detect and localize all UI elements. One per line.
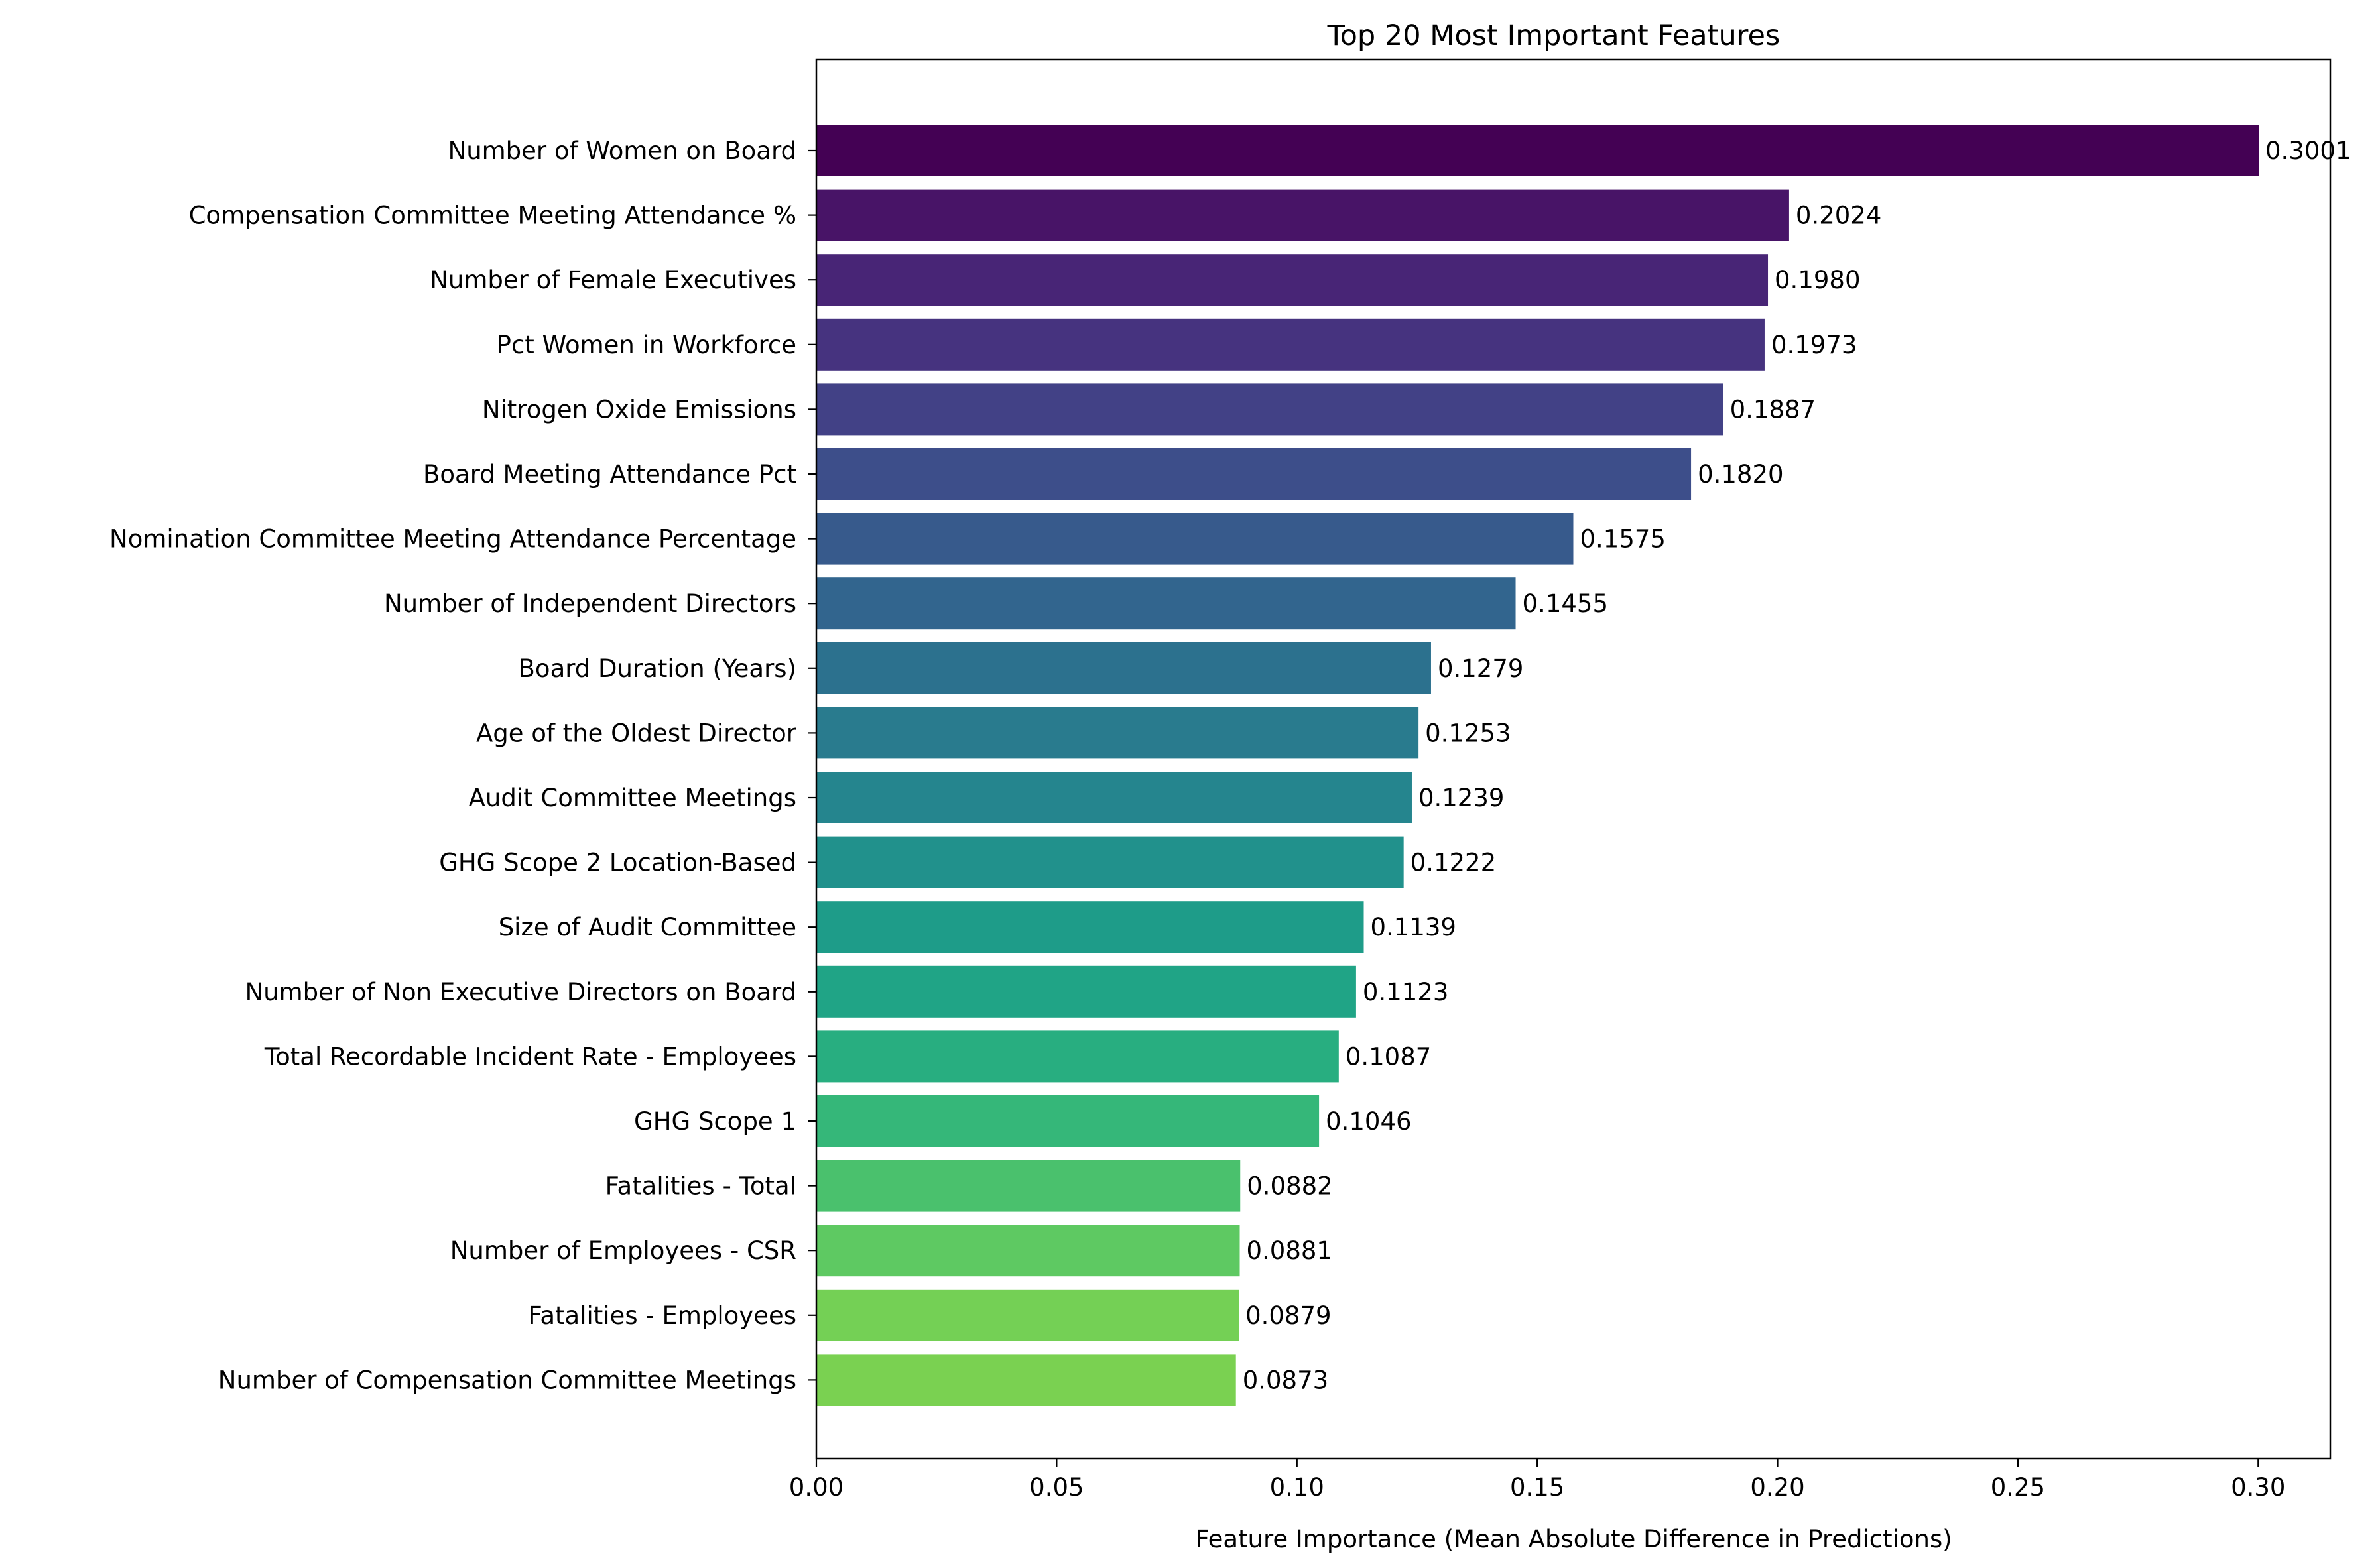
bar: [816, 901, 1364, 953]
bar: [816, 513, 1574, 565]
data-label: 0.1973: [1771, 331, 1857, 359]
y-tick-label: Number of Women on Board: [448, 137, 796, 165]
x-tick-label: 0.20: [1750, 1473, 1804, 1502]
data-label: 0.1222: [1410, 849, 1496, 877]
data-label: 0.1820: [1698, 460, 1783, 489]
y-tick-label: Number of Independent Directors: [384, 589, 796, 618]
bar: [816, 1354, 1236, 1406]
x-tick-label: 0.05: [1029, 1473, 1084, 1502]
y-tick-label: GHG Scope 1: [634, 1107, 796, 1136]
data-label: 0.1980: [1775, 266, 1860, 294]
bar: [816, 125, 2259, 176]
data-label: 0.1046: [1326, 1107, 1411, 1136]
x-tick-label: 0.15: [1510, 1473, 1564, 1502]
y-tick-label: Fatalities - Total: [605, 1172, 796, 1201]
y-tick-label: Size of Audit Committee: [499, 913, 796, 941]
bar: [816, 965, 1356, 1018]
bar: [816, 772, 1412, 823]
y-tick-label: Fatalities - Employees: [528, 1301, 796, 1330]
y-tick-label: Audit Committee Meetings: [469, 784, 796, 812]
data-label: 0.1123: [1363, 978, 1448, 1006]
y-tick-label: Nomination Committee Meeting Attendance …: [109, 525, 796, 554]
data-label: 0.1575: [1580, 525, 1666, 554]
y-tick-label: Board Meeting Attendance Pct: [423, 460, 796, 489]
bar: [816, 1225, 1240, 1277]
y-tick-label: Board Duration (Years): [519, 654, 796, 683]
y-tick-label: Pct Women in Workforce: [497, 331, 796, 359]
y-tick-label: Compensation Committee Meeting Attendanc…: [189, 202, 796, 230]
bar: [816, 383, 1723, 436]
data-label: 0.3001: [2265, 137, 2351, 165]
data-label: 0.0882: [1247, 1172, 1332, 1201]
data-label: 0.1455: [1523, 589, 1608, 618]
bar: [816, 707, 1419, 759]
y-tick-label: GHG Scope 2 Location-Based: [439, 849, 796, 877]
y-tick-label: Number of Compensation Committee Meeting…: [218, 1366, 796, 1394]
bar: [816, 1289, 1239, 1341]
y-tick-label: Number of Non Executive Directors on Boa…: [245, 978, 796, 1006]
data-label: 0.0873: [1243, 1366, 1328, 1394]
data-label: 0.1239: [1418, 784, 1504, 812]
bar: [816, 1030, 1339, 1083]
x-axis: 0.00 0.05 0.10 0.15 0.20 0.25 0.30: [789, 1459, 2285, 1502]
data-label: 0.1087: [1346, 1042, 1431, 1071]
axes-frame: [815, 58, 2332, 1460]
y-tick-label: Nitrogen Oxide Emissions: [482, 395, 796, 424]
chart-title: Top 20 Most Important Features: [1327, 19, 1781, 52]
x-tick-label: 0.00: [789, 1473, 844, 1502]
bar: [816, 642, 1431, 694]
data-label: 0.0879: [1245, 1301, 1331, 1330]
y-axis: Number of Women on Board Compensation Com…: [109, 137, 816, 1394]
x-tick-label: 0.10: [1270, 1473, 1324, 1502]
bar: [816, 1160, 1241, 1212]
x-tick-label: 0.30: [2231, 1473, 2285, 1502]
bar: [816, 836, 1404, 888]
y-tick-label: Number of Employees - CSR: [450, 1236, 796, 1265]
bar: [816, 448, 1692, 500]
y-tick-label: Number of Female Executives: [430, 266, 796, 294]
data-label: 0.1253: [1425, 719, 1511, 747]
y-tick-label: Total Recordable Incident Rate - Employe…: [264, 1042, 796, 1071]
x-axis-label: Feature Importance (Mean Absolute Differ…: [1195, 1525, 1952, 1553]
bar: [816, 1095, 1320, 1147]
y-tick-label: Age of the Oldest Director: [476, 719, 797, 747]
bar: [816, 318, 1765, 371]
data-label: 0.1887: [1730, 395, 1816, 424]
bar: [816, 189, 1789, 241]
bar: [816, 254, 1769, 306]
x-tick-label: 0.25: [1991, 1473, 2045, 1502]
plot-area: 0.3001 0.2024 0.1980 0.1973 0.1887 0.1820 0.15…: [816, 125, 2351, 1406]
data-label: 0.1279: [1438, 654, 1523, 683]
data-label: 0.0881: [1247, 1236, 1332, 1265]
bar: [816, 577, 1516, 630]
data-label: 0.1139: [1371, 913, 1456, 941]
data-label: 0.2024: [1796, 202, 1881, 230]
